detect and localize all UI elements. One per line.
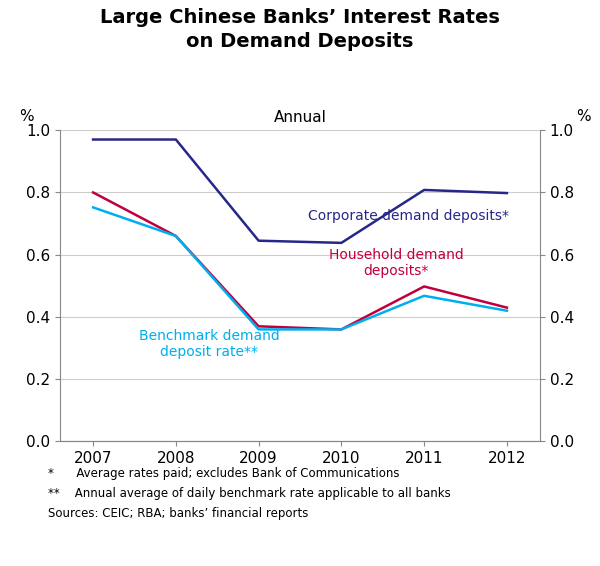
Text: %: % — [576, 109, 590, 124]
Text: Benchmark demand
deposit rate**: Benchmark demand deposit rate** — [139, 329, 280, 359]
Text: %: % — [19, 109, 34, 124]
Text: *      Average rates paid; excludes Bank of Communications: * Average rates paid; excludes Bank of C… — [48, 467, 400, 480]
Text: Household demand
deposits*: Household demand deposits* — [329, 248, 464, 278]
Text: Annual: Annual — [274, 110, 326, 126]
Text: **    Annual average of daily benchmark rate applicable to all banks: ** Annual average of daily benchmark rat… — [48, 487, 451, 500]
Text: Large Chinese Banks’ Interest Rates
on Demand Deposits: Large Chinese Banks’ Interest Rates on D… — [100, 8, 500, 51]
Text: Sources: CEIC; RBA; banks’ financial reports: Sources: CEIC; RBA; banks’ financial rep… — [48, 507, 308, 520]
Text: Corporate demand deposits*: Corporate demand deposits* — [308, 209, 509, 224]
